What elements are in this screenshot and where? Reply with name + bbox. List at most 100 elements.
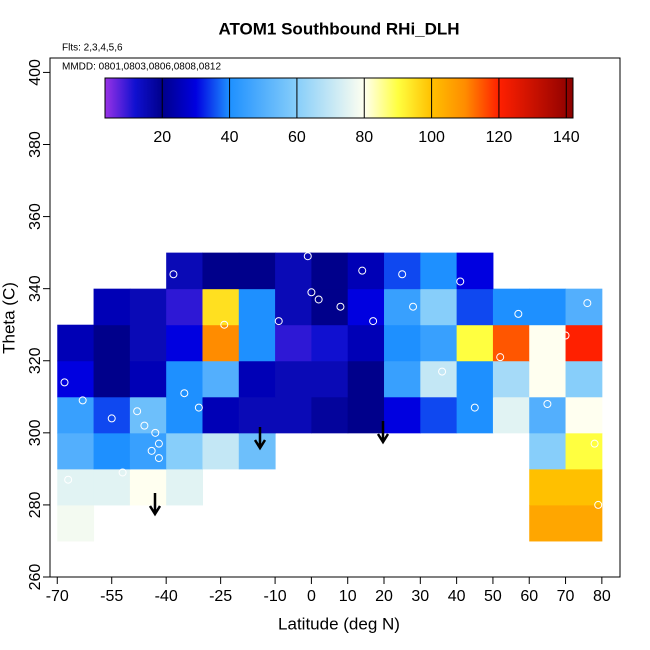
arrow	[148, 493, 162, 517]
y-tick-label: 280	[27, 491, 44, 518]
heat-cell	[529, 504, 567, 542]
x-tick-label: -10	[264, 588, 287, 605]
heat-cell	[384, 288, 421, 326]
heat-cell	[456, 324, 494, 362]
heat-cell	[529, 360, 567, 398]
x-tick-label: -40	[155, 588, 178, 605]
y-tick-label: 300	[27, 419, 44, 446]
x-tick-label: 60	[520, 588, 538, 605]
observation-point	[438, 367, 447, 376]
heat-cell	[492, 324, 530, 362]
heat-cell	[202, 432, 240, 470]
y-tick-label: 340	[27, 275, 44, 302]
heat-cell	[275, 396, 312, 434]
heat-cell	[166, 324, 203, 362]
heat-cell	[57, 396, 95, 434]
y-tick-label: 320	[27, 347, 44, 374]
heat-cell	[384, 324, 421, 362]
heat-cell	[166, 468, 203, 506]
heat-cell	[456, 360, 494, 398]
observation-point	[133, 407, 142, 416]
heat-cell	[347, 396, 385, 434]
heat-cell	[420, 324, 458, 362]
observation-point	[154, 454, 163, 463]
observation-point	[594, 500, 603, 509]
observation-point	[274, 317, 283, 326]
observation-point	[336, 302, 345, 311]
heat-cell	[275, 324, 312, 362]
colorbar-fill	[104, 77, 574, 119]
observation-point	[118, 468, 127, 477]
y-axis-label: Theta (C)	[0, 282, 18, 354]
x-tick-label: 70	[557, 588, 575, 605]
heat-cell	[565, 288, 603, 326]
heat-cell	[166, 288, 203, 326]
y-tick-label: 400	[27, 59, 44, 86]
observation-point	[78, 396, 87, 405]
x-tick-label: 10	[339, 588, 357, 605]
observations	[60, 252, 603, 509]
heat-cell	[238, 360, 276, 398]
heat-cell	[166, 396, 203, 434]
observation-point	[470, 403, 479, 412]
heat-cell	[238, 396, 276, 434]
heat-cell	[202, 252, 240, 290]
heat-cell	[129, 324, 167, 362]
heat-cell	[238, 288, 276, 326]
observation-point	[154, 439, 163, 448]
observation-point	[64, 475, 73, 484]
observation-point	[60, 378, 69, 387]
observation-point	[358, 266, 367, 275]
heat-cell	[275, 288, 312, 326]
heat-cell	[565, 324, 603, 362]
heat-cell	[166, 432, 203, 470]
observation-point	[140, 421, 149, 430]
heat-cell	[492, 396, 530, 434]
heat-cell	[202, 360, 240, 398]
observation-point	[303, 252, 312, 261]
x-tick-label: -70	[46, 588, 69, 605]
y-tick-label: 360	[27, 203, 44, 230]
arrow	[376, 421, 390, 445]
heat-cell	[202, 396, 240, 434]
heat-cell	[529, 468, 567, 506]
heat-cell	[456, 252, 494, 290]
arrow	[253, 427, 267, 451]
heat-cell	[57, 324, 95, 362]
heat-cell	[238, 432, 276, 470]
heat-cell	[129, 288, 167, 326]
heat-cell	[529, 288, 567, 326]
heat-cell	[238, 324, 276, 362]
x-tick-label: 30	[411, 588, 429, 605]
heat-cell	[347, 288, 385, 326]
heat-cell	[57, 432, 95, 470]
heat-cell	[347, 360, 385, 398]
heat-cell	[129, 396, 167, 434]
heat-cell	[565, 360, 603, 398]
heat-cell	[275, 360, 312, 398]
heat-cell	[311, 396, 349, 434]
observation-point	[169, 270, 178, 279]
observation-point	[561, 331, 570, 340]
observation-point	[194, 403, 203, 412]
heat-cell	[456, 396, 494, 434]
observation-point	[147, 446, 156, 455]
heat-cell	[456, 288, 494, 326]
heat-cell	[565, 504, 603, 542]
observation-point	[314, 295, 323, 304]
heat-cell	[129, 360, 167, 398]
heat-cell	[57, 468, 95, 506]
heat-cell	[492, 288, 530, 326]
colorbar-tick-label: 60	[288, 129, 306, 146]
colorbar-tick-label: 20	[153, 129, 171, 146]
observation-point	[398, 270, 407, 279]
observation-point	[107, 414, 116, 423]
heat-cell	[565, 396, 603, 434]
observation-point	[583, 299, 592, 308]
heat-cell	[529, 396, 567, 434]
colorbar-tick-label: 100	[418, 129, 445, 146]
arrows	[148, 421, 390, 517]
x-tick-label: -55	[100, 588, 123, 605]
observation-point	[543, 400, 552, 408]
